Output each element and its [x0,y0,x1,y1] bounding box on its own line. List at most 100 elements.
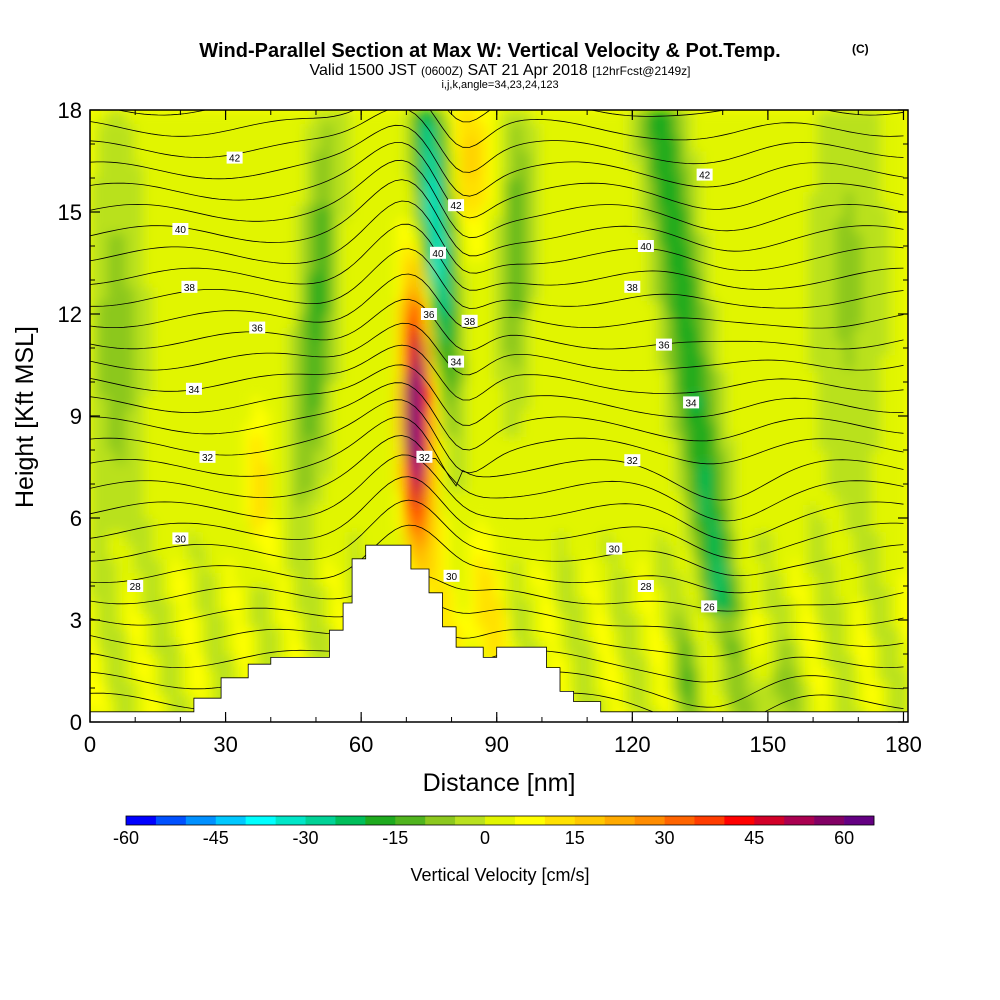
field-cell [296,367,307,383]
field-cell [206,299,217,315]
field-cell [592,272,603,288]
field-cell [610,110,621,125]
field-cell [565,585,577,601]
field-cell [745,231,756,247]
field-cell [862,231,873,247]
field-cell [601,177,612,193]
field-cell [736,503,747,519]
field-cell [898,367,908,383]
field-cell [655,163,666,179]
field-cell [206,177,217,193]
field-cell [700,218,711,233]
field-cell [296,435,307,451]
field-cell [251,245,262,261]
field-cell [592,571,603,587]
field-cell [862,313,873,329]
field-cell [601,191,612,206]
field-cell [457,544,469,560]
field-cell [161,626,172,641]
field-cell [439,191,451,206]
field-cell [341,272,352,288]
field-cell [736,177,747,193]
field-cell [359,163,370,179]
field-cell [601,327,612,342]
field-cell [466,463,478,478]
field-cell [305,463,316,478]
field-cell [278,286,289,301]
field-cell [484,395,496,410]
field-cell [700,395,711,410]
field-cell [772,381,783,397]
field-cell [350,463,361,478]
field-cell [377,463,388,478]
field-cell [116,367,127,383]
field-cell [880,136,891,152]
field-cell [781,544,792,560]
field-cell [475,585,487,601]
svg-text:32: 32 [419,453,431,464]
field-cell [691,422,702,437]
field-cell [754,694,765,709]
field-cell [269,381,280,397]
field-cell [826,612,837,628]
field-cell [790,667,801,682]
field-cell [628,259,639,274]
field-cell [835,218,846,233]
field-cell [682,231,693,247]
field-cell [637,694,648,709]
field-cell [682,218,693,233]
field-cell [736,272,747,288]
field-cell [781,476,792,492]
field-cell [745,531,756,546]
field-cell [251,571,262,587]
field-cell [799,544,810,560]
field-cell [799,558,810,573]
field-cell [386,231,397,247]
field-cell [502,449,514,465]
field-cell [143,503,154,519]
field-cell [520,531,532,546]
field-cell [386,517,397,533]
field-cell [646,299,657,315]
field-cell [90,150,100,165]
field-cell [781,150,792,165]
field-cell [386,395,397,410]
field-cell [457,517,469,533]
field-cell [457,571,469,587]
field-cell [601,517,612,533]
field-cell [601,463,612,478]
field-cell [359,136,370,152]
field-cell [700,680,711,696]
field-cell [862,503,873,519]
field-cell [448,299,460,315]
field-cell [296,612,307,628]
field-cell [772,476,783,492]
field-cell [314,395,325,410]
field-cell [727,395,738,410]
field-cell [727,531,738,546]
field-cell [700,340,711,356]
field-cell [691,177,702,193]
field-cell [871,327,882,342]
field-cell [682,299,693,315]
field-cell [556,327,568,342]
field-cell [745,544,756,560]
field-cell [377,177,388,193]
field-cell [727,667,738,682]
field-cell [619,585,630,601]
field-cell [215,163,226,179]
field-cell [296,110,307,125]
field-cell [853,422,864,437]
field-cell [772,626,783,641]
field-cell [700,531,711,546]
field-cell [134,517,145,533]
field-cell [754,476,765,492]
field-cell [323,639,334,655]
field-cell [862,327,873,342]
field-cell [844,476,855,492]
field-cell [583,517,594,533]
field-cell [287,544,298,560]
field-cell [134,599,145,614]
field-cell [107,191,118,206]
field-cell [619,218,630,233]
